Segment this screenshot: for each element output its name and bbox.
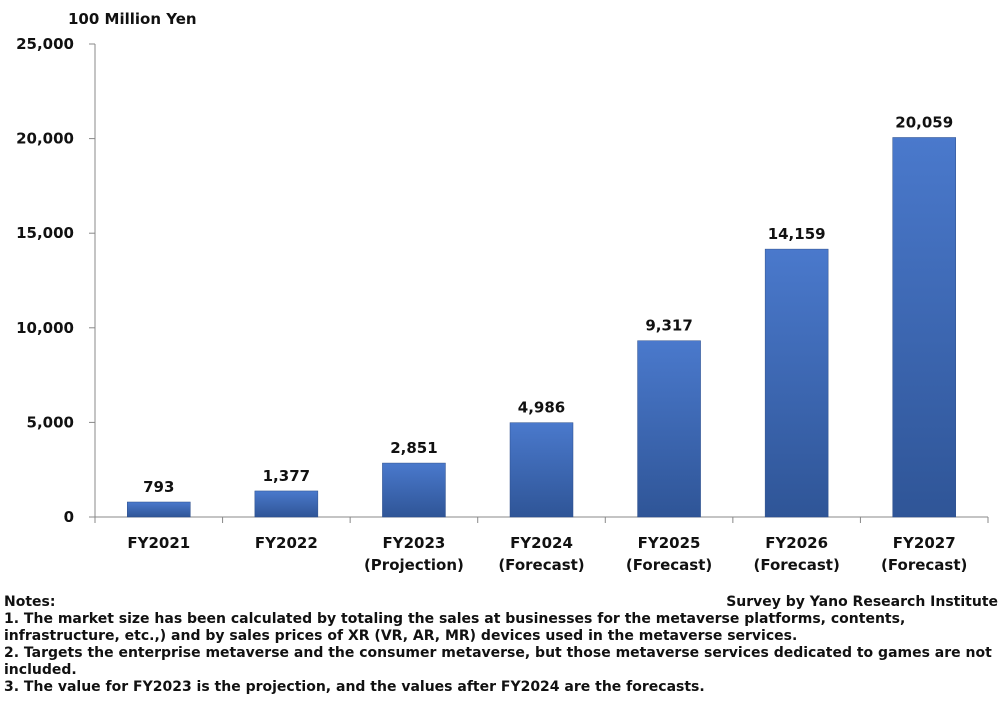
bar-fy2026 <box>764 248 829 518</box>
data-label: 4,986 <box>518 399 565 417</box>
note-1: 1. The market size has been calculated b… <box>4 611 906 644</box>
y-tick-label: 10,000 <box>16 319 74 337</box>
category-label: (Forecast) <box>753 556 839 574</box>
bar-fy2021 <box>127 501 191 518</box>
chart-bars <box>127 137 956 518</box>
category-label: FY2027 <box>893 534 956 552</box>
bar-fy2024 <box>509 422 574 518</box>
y-tick-label: 20,000 <box>16 130 74 148</box>
data-label: 20,059 <box>895 113 953 131</box>
note-2: 2. Targets the enterprise metaverse and … <box>4 645 992 678</box>
chart-labels: 0 5,000 10,000 15,000 20,000 25,000 793 FY2021 1… <box>16 35 967 574</box>
category-label: (Forecast) <box>498 556 584 574</box>
y-tick-label: 0 <box>64 508 74 526</box>
category-label: FY2021 <box>127 534 190 552</box>
category-label: FY2026 <box>765 534 828 552</box>
category-label: (Forecast) <box>881 556 967 574</box>
data-label: 2,851 <box>390 439 437 457</box>
bar-fy2027 <box>892 137 956 518</box>
category-label: FY2022 <box>255 534 318 552</box>
data-label: 1,377 <box>263 467 310 485</box>
category-label: (Forecast) <box>626 556 712 574</box>
category-label: FY2024 <box>510 534 573 552</box>
y-axis-unit-label: 100 Million Yen <box>68 10 197 28</box>
data-label: 9,317 <box>645 317 692 335</box>
y-tick-label: 15,000 <box>16 224 74 242</box>
notes-section: Notes: Survey by Yano Research Institute… <box>4 594 998 696</box>
category-label: (Projection) <box>364 556 464 574</box>
data-label: 793 <box>143 478 174 496</box>
notes-title: Notes: <box>4 594 56 610</box>
y-tick-label: 5,000 <box>27 413 74 431</box>
bar-fy2023 <box>382 462 446 518</box>
source-credit: Survey by Yano Research Institute <box>726 594 998 610</box>
bar-fy2022 <box>254 490 319 518</box>
category-label: FY2023 <box>382 534 445 552</box>
y-tick-label: 25,000 <box>16 35 74 53</box>
bar-fy2025 <box>637 340 701 518</box>
bar-chart: 0 5,000 10,000 15,000 20,000 25,000 793 FY2021 1… <box>16 35 989 574</box>
data-label: 14,159 <box>768 225 826 243</box>
category-label: FY2025 <box>638 534 701 552</box>
note-3: 3. The value for FY2023 is the projectio… <box>4 679 705 695</box>
